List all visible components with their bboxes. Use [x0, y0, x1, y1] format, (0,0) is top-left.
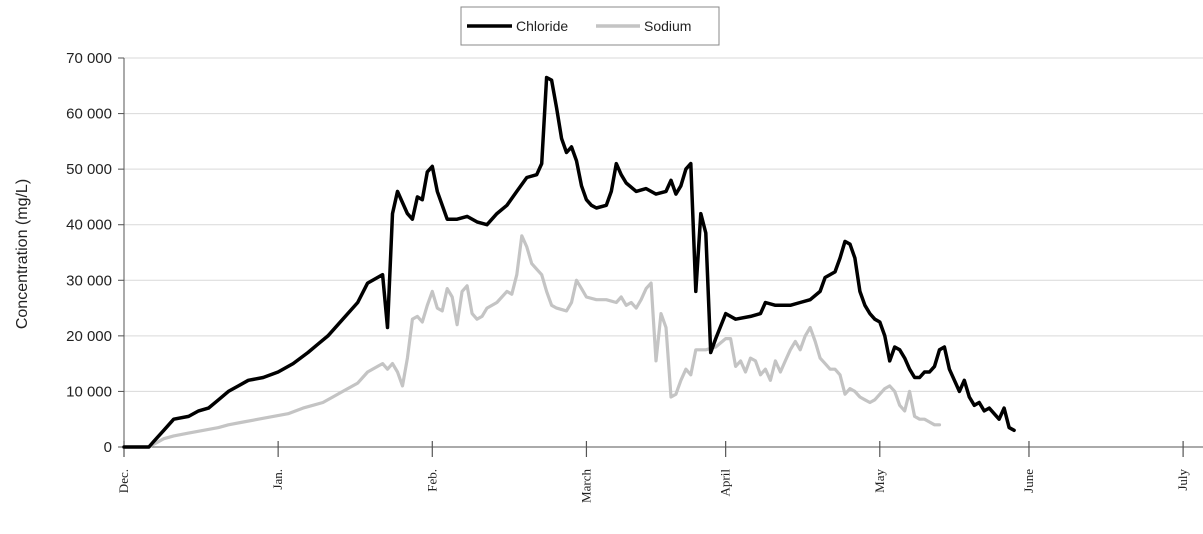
x-tick-label: March [578, 469, 593, 503]
x-tick-label: May [872, 469, 887, 493]
series-lines [122, 75, 1016, 449]
y-tick-label: 0 [104, 439, 112, 456]
series-line-sodium [122, 234, 942, 449]
y-tick-label: 60 000 [66, 106, 112, 123]
legend-label-chloride: Chloride [516, 18, 568, 34]
y-tick-label: 10 000 [66, 383, 112, 400]
y-tick-label: 50 000 [66, 161, 112, 178]
y-tick-label: 20 000 [66, 328, 112, 345]
x-tick-label: Feb. [424, 469, 439, 492]
legend: Chloride Sodium [460, 6, 720, 46]
x-tick-label: Jan. [270, 469, 285, 490]
y-tick-label: 30 000 [66, 272, 112, 289]
x-tick-label: July [1175, 469, 1190, 491]
x-tick-label: April [718, 469, 733, 497]
x-tick-label: Dec. [116, 469, 131, 493]
x-tick-label: June [1021, 469, 1036, 493]
legend-label-sodium: Sodium [644, 18, 691, 34]
y-tick-label: 70 000 [66, 50, 112, 67]
axes: 0 10 000 20 000 30 000 40 000 50 000 60 000 70 … [66, 50, 1203, 503]
y-axis-title: Concentration (mg/L) [14, 179, 31, 329]
y-tick-label: 40 000 [66, 217, 112, 234]
y-gridlines [118, 57, 1203, 392]
series-line-chloride [122, 75, 1016, 449]
